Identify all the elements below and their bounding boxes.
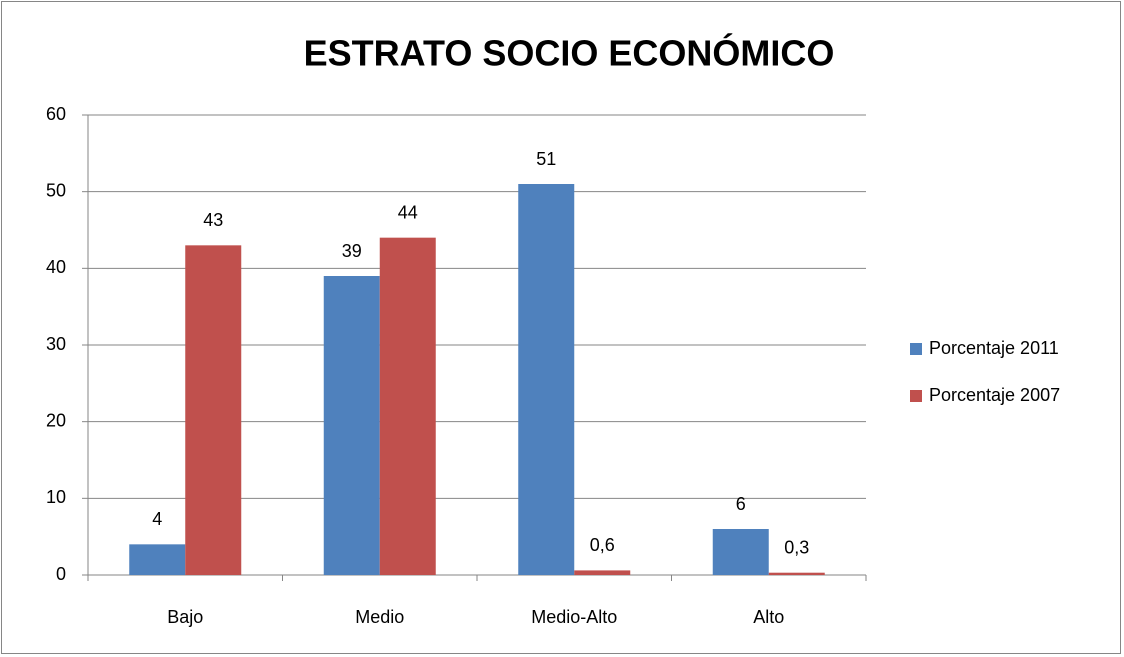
data-label: 39 xyxy=(342,241,362,261)
bar xyxy=(574,570,631,575)
data-label: 0,3 xyxy=(784,537,809,557)
legend-label: Porcentaje 2011 xyxy=(929,338,1059,358)
data-label: 44 xyxy=(398,202,418,222)
x-tick-label: Medio-Alto xyxy=(531,607,617,627)
x-tick-label: Medio xyxy=(355,607,404,627)
legend-swatch xyxy=(910,343,922,355)
bar xyxy=(129,544,186,575)
chart-title: ESTRATO SOCIO ECONÓMICO xyxy=(304,32,835,74)
y-tick-label: 60 xyxy=(46,104,66,124)
data-label: 51 xyxy=(536,149,556,169)
bar xyxy=(768,572,825,575)
data-label: 0,6 xyxy=(590,535,615,555)
y-tick-label: 30 xyxy=(46,334,66,354)
y-tick-label: 50 xyxy=(46,180,66,200)
bar xyxy=(185,245,242,576)
data-label: 6 xyxy=(736,494,746,514)
legend-label: Porcentaje 2007 xyxy=(929,385,1060,405)
x-tick-label: Alto xyxy=(753,607,784,627)
y-tick-label: 0 xyxy=(56,564,66,584)
y-tick-label: 40 xyxy=(46,257,66,277)
data-label: 4 xyxy=(152,509,162,529)
x-tick-label: Bajo xyxy=(167,607,203,627)
legend-swatch xyxy=(910,390,922,402)
y-tick-label: 20 xyxy=(46,410,66,430)
bar xyxy=(712,529,769,575)
bar xyxy=(518,184,575,575)
bar xyxy=(379,237,436,575)
y-tick-label: 10 xyxy=(46,487,66,507)
bar xyxy=(323,276,380,575)
data-label: 43 xyxy=(203,210,223,230)
